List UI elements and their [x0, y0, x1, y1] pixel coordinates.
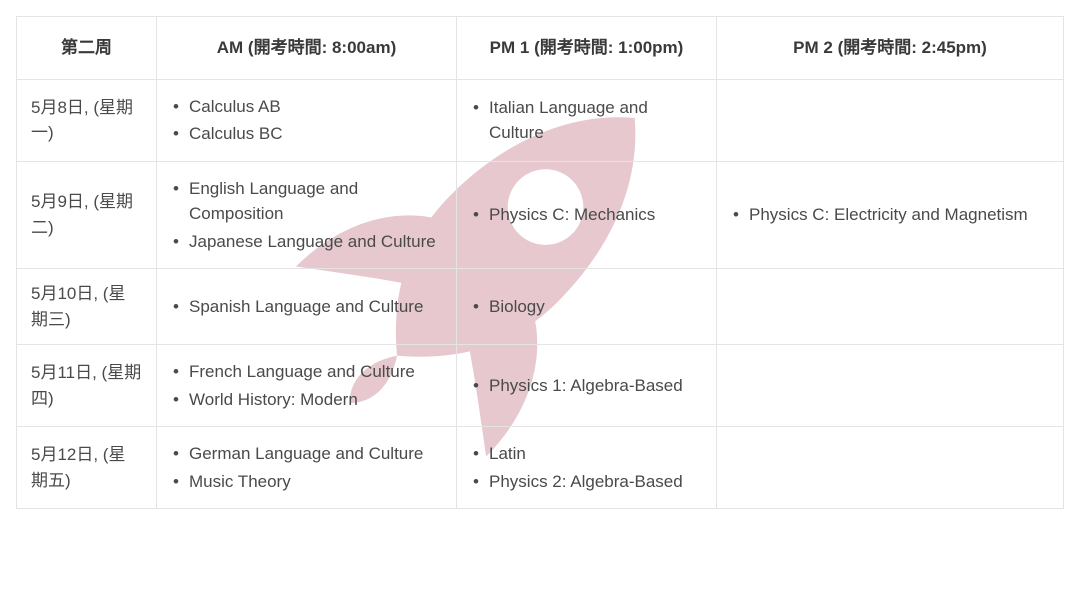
exam-item: Music Theory	[171, 469, 442, 495]
exam-item: Italian Language and Culture	[471, 95, 702, 146]
exam-item: Biology	[471, 294, 702, 320]
exam-item: Physics C: Electricity and Magnetism	[731, 202, 1049, 228]
am-cell: French Language and CultureWorld History…	[157, 345, 457, 427]
date-cell: 5月9日, (星期二)	[17, 161, 157, 269]
pm2-cell: Physics C: Electricity and Magnetism	[717, 161, 1064, 269]
table-row: 5月10日, (星期三) Spanish Language and Culture…	[17, 269, 1064, 345]
pm1-cell: Physics C: Mechanics	[457, 161, 717, 269]
table-row: 5月8日, (星期一) Calculus ABCalculus BC Italian…	[17, 79, 1064, 161]
exam-list: Physics C: Mechanics	[471, 202, 702, 228]
col-header-pm2: PM 2 (開考時間: 2:45pm)	[717, 17, 1064, 80]
date-cell: 5月11日, (星期四)	[17, 345, 157, 427]
exam-list: Spanish Language and Culture	[171, 294, 442, 320]
am-cell: Spanish Language and Culture	[157, 269, 457, 345]
exam-list: Italian Language and Culture	[471, 95, 702, 146]
exam-list: Calculus ABCalculus BC	[171, 94, 442, 147]
table-row: 5月11日, (星期四) French Language and CultureW…	[17, 345, 1064, 427]
pm1-cell: Italian Language and Culture	[457, 79, 717, 161]
date-cell: 5月10日, (星期三)	[17, 269, 157, 345]
pm2-cell	[717, 269, 1064, 345]
exam-list: Physics 1: Algebra-Based	[471, 373, 702, 399]
col-header-pm1: PM 1 (開考時間: 1:00pm)	[457, 17, 717, 80]
pm1-cell: Physics 1: Algebra-Based	[457, 345, 717, 427]
pm2-cell	[717, 345, 1064, 427]
table-header-row: 第二周 AM (開考時間: 8:00am) PM 1 (開考時間: 1:00pm…	[17, 17, 1064, 80]
exam-item: Physics C: Mechanics	[471, 202, 702, 228]
pm1-cell: LatinPhysics 2: Algebra-Based	[457, 427, 717, 509]
exam-list: Biology	[471, 294, 702, 320]
table-row: 5月9日, (星期二)English Language and Composit…	[17, 161, 1064, 269]
exam-item: Calculus AB	[171, 94, 442, 120]
pm1-cell: Biology	[457, 269, 717, 345]
exam-list: French Language and CultureWorld History…	[171, 359, 442, 412]
table-row: 5月12日, (星期五) German Language and CultureM…	[17, 427, 1064, 509]
exam-item: Spanish Language and Culture	[171, 294, 442, 320]
pm2-cell	[717, 79, 1064, 161]
am-cell: German Language and CultureMusic Theory	[157, 427, 457, 509]
pm2-cell	[717, 427, 1064, 509]
exam-item: Physics 2: Algebra-Based	[471, 469, 702, 495]
exam-list: English Language and CompositionJapanese…	[171, 176, 442, 255]
col-header-date: 第二周	[17, 17, 157, 80]
date-cell: 5月12日, (星期五)	[17, 427, 157, 509]
exam-list: Physics C: Electricity and Magnetism	[731, 202, 1049, 228]
am-cell: Calculus ABCalculus BC	[157, 79, 457, 161]
exam-list: German Language and CultureMusic Theory	[171, 441, 442, 494]
exam-item: World History: Modern	[171, 387, 442, 413]
col-header-am: AM (開考時間: 8:00am)	[157, 17, 457, 80]
exam-item: Japanese Language and Culture	[171, 229, 442, 255]
exam-item: Calculus BC	[171, 121, 442, 147]
exam-list: LatinPhysics 2: Algebra-Based	[471, 441, 702, 494]
date-cell: 5月8日, (星期一)	[17, 79, 157, 161]
am-cell: English Language and CompositionJapanese…	[157, 161, 457, 269]
exam-item: Latin	[471, 441, 702, 467]
exam-item: German Language and Culture	[171, 441, 442, 467]
exam-item: English Language and Composition	[171, 176, 442, 227]
exam-schedule-table: 第二周 AM (開考時間: 8:00am) PM 1 (開考時間: 1:00pm…	[16, 16, 1064, 509]
exam-item: Physics 1: Algebra-Based	[471, 373, 702, 399]
exam-item: French Language and Culture	[171, 359, 442, 385]
